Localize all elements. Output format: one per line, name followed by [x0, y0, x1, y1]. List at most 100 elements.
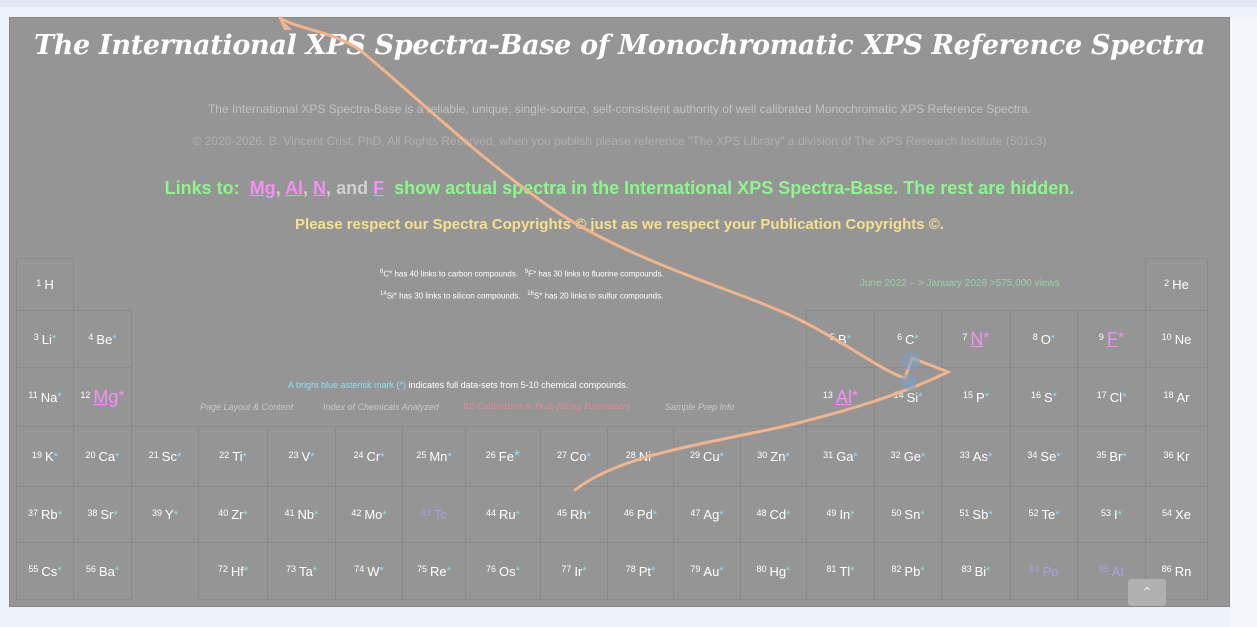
atomic-number: 26 — [485, 449, 496, 460]
asterisk-mark: * — [312, 565, 318, 577]
atomic-number: 51 — [959, 507, 970, 518]
element-hg: 80 Hg * — [740, 542, 807, 600]
atomic-number: 79 — [690, 564, 701, 574]
element-symbol: Pb — [904, 563, 921, 579]
element-c: 6 C * — [874, 310, 942, 368]
atomic-number: 45 — [557, 507, 568, 518]
element-ta: 73 Ta * — [267, 542, 336, 600]
element-ag: 47 Ag * — [673, 486, 741, 543]
asterisk-mark: * — [719, 508, 724, 521]
asterisk-mark: * — [314, 508, 319, 521]
browser-top-bar — [0, 0, 1257, 7]
asterisk-mark: * — [582, 565, 587, 577]
element-co: 27 Co * — [540, 426, 608, 487]
links-suffix: show actual spectra in the International… — [394, 178, 1075, 198]
element-symbol: V — [301, 449, 311, 464]
atomic-number: 86 — [1161, 564, 1172, 574]
element-ar: 18 Ar — [1145, 367, 1208, 427]
note-text: Si* has 30 links to silicon compounds. — [386, 291, 521, 301]
nav-sample-prep[interactable]: Sample Prep Info — [665, 402, 735, 412]
asterisk-mark: * — [785, 450, 790, 463]
atomic-number: 73 — [285, 564, 296, 574]
atomic-number: 72 — [217, 564, 228, 574]
nav-index-chemicals[interactable]: Index of Chemicals Analyzed — [323, 402, 439, 412]
asterisk-mark: * — [515, 508, 520, 521]
element-symbol: Hg — [769, 563, 787, 579]
element-os: 76 Os * — [465, 542, 541, 600]
asterisk-mark: * — [851, 388, 859, 405]
atomic-number: 47 — [690, 507, 701, 518]
element-symbol: Y — [165, 507, 174, 522]
atomic-number: 48 — [756, 507, 767, 518]
element-ru: 44 Ru * — [465, 486, 541, 543]
asterisk-mark: * — [1055, 508, 1060, 521]
asterisk-mark: * — [57, 391, 62, 403]
asterisk-mark: * — [310, 450, 315, 463]
atomic-number: 10 — [1161, 332, 1172, 342]
asterisk-mark: * — [1122, 391, 1127, 403]
nav-be-calibration[interactable]: BE Calibration & Peak-fitting Parameters — [463, 402, 631, 411]
link-mg[interactable]: Mg — [249, 178, 276, 198]
element-nb: 41 Nb * — [267, 486, 336, 543]
element-in: 49 In * — [806, 486, 875, 543]
asterisk-mark: * — [719, 565, 724, 577]
element-symbol: Si — [906, 389, 919, 405]
element-ne: 10 Ne — [1145, 310, 1208, 368]
element-s: 16 S * — [1010, 367, 1078, 427]
link-f[interactable]: F — [373, 178, 385, 198]
asterisk-mark: * — [114, 565, 120, 577]
element-zr: 40 Zr * — [198, 486, 268, 543]
link-n[interactable]: N — [313, 178, 327, 198]
asterisk-mark: * — [786, 508, 791, 521]
element-pb: 82 Pb * — [874, 542, 942, 600]
nav-page-layout[interactable]: Page Layout & Content — [200, 402, 294, 412]
atomic-number: 37 — [28, 507, 39, 518]
atomic-number: 76 — [486, 564, 497, 574]
element-p: 15 P * — [941, 367, 1011, 427]
atomic-number: 11 — [28, 390, 38, 400]
asterisk-mark: * — [118, 388, 125, 405]
asterisk-mark: * — [243, 508, 248, 521]
element-mg[interactable]: 12 Mg * — [73, 367, 132, 427]
asterisk-mark: * — [921, 450, 926, 463]
element-f[interactable]: 9 F * — [1077, 310, 1146, 368]
asterisk-mark: * — [53, 450, 58, 463]
scroll-to-top-button[interactable]: ⌃ — [1128, 579, 1166, 606]
views-counter: June 2022 – > January 2026 >575,000 view… — [860, 278, 1060, 289]
element-pd: 46 Pd * — [607, 486, 674, 543]
atomic-number: 14 — [893, 390, 904, 400]
element-rn: 86 Rn — [1145, 542, 1208, 600]
element-sc: 21 Sc * — [131, 426, 199, 487]
element-na: 11 Na * — [16, 367, 74, 427]
atomic-number: 74 — [354, 564, 365, 574]
atomic-number: 7 — [962, 332, 968, 342]
links-line: Links to: Mg, Al, N, and F show actual s… — [164, 178, 1075, 198]
atomic-number: 27 — [557, 449, 568, 460]
atomic-number: 24 — [353, 449, 364, 460]
element-symbol: Au — [703, 563, 720, 579]
atomic-number: 53 — [1101, 507, 1112, 518]
asterisk-mark: * — [652, 508, 658, 521]
element-w: 74 W * — [335, 542, 403, 600]
element-rb: 37 Rb * — [16, 486, 74, 543]
element-symbol: H — [44, 277, 54, 292]
element-bi: 83 Bi * — [941, 542, 1011, 600]
element-po: 84 Po — [1010, 542, 1078, 600]
atomic-number: 20 — [85, 449, 96, 460]
asterisk-mark: * — [786, 565, 791, 577]
asterisk-legend: A bright blue asterisk mark (*) indicate… — [288, 380, 628, 390]
element-n[interactable]: 7 N * — [941, 310, 1011, 368]
asterisk-mark: * — [918, 391, 923, 403]
atomic-number: 83 — [961, 564, 972, 574]
element-tc: 43 Tc — [402, 486, 466, 543]
element-symbol: O — [1040, 331, 1051, 347]
atomic-number: 56 — [85, 564, 96, 574]
link-al[interactable]: Al — [285, 178, 304, 198]
atomic-number: 2 — [1164, 277, 1170, 288]
element-se: 34 Se * — [1010, 426, 1078, 487]
asterisk-mark: * — [651, 565, 656, 577]
atomic-number: 84 — [1029, 564, 1040, 574]
element-cs: 55 Cs * — [16, 542, 74, 600]
element-al[interactable]: 13 Al * — [806, 367, 875, 427]
asterisk-mark: * — [983, 330, 990, 347]
